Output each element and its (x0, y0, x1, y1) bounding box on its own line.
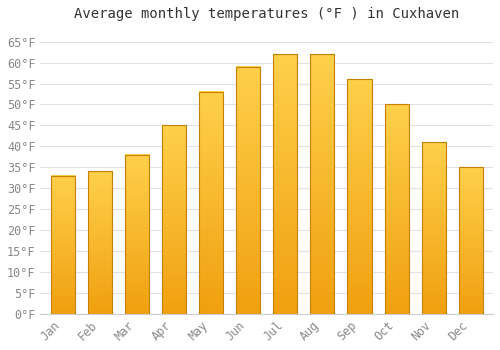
Bar (50, 176, 74, 314)
Bar (422, 142, 446, 314)
Bar (348, 79, 372, 314)
Bar (236, 67, 260, 314)
Bar (310, 54, 334, 314)
Bar (88, 172, 112, 314)
Bar (162, 125, 186, 314)
Title: Average monthly temperatures (°F ) in Cuxhaven: Average monthly temperatures (°F ) in Cu… (74, 7, 460, 21)
Bar (273, 54, 297, 314)
Bar (199, 92, 223, 314)
Bar (458, 167, 483, 314)
Bar (124, 155, 149, 314)
Bar (384, 104, 408, 314)
